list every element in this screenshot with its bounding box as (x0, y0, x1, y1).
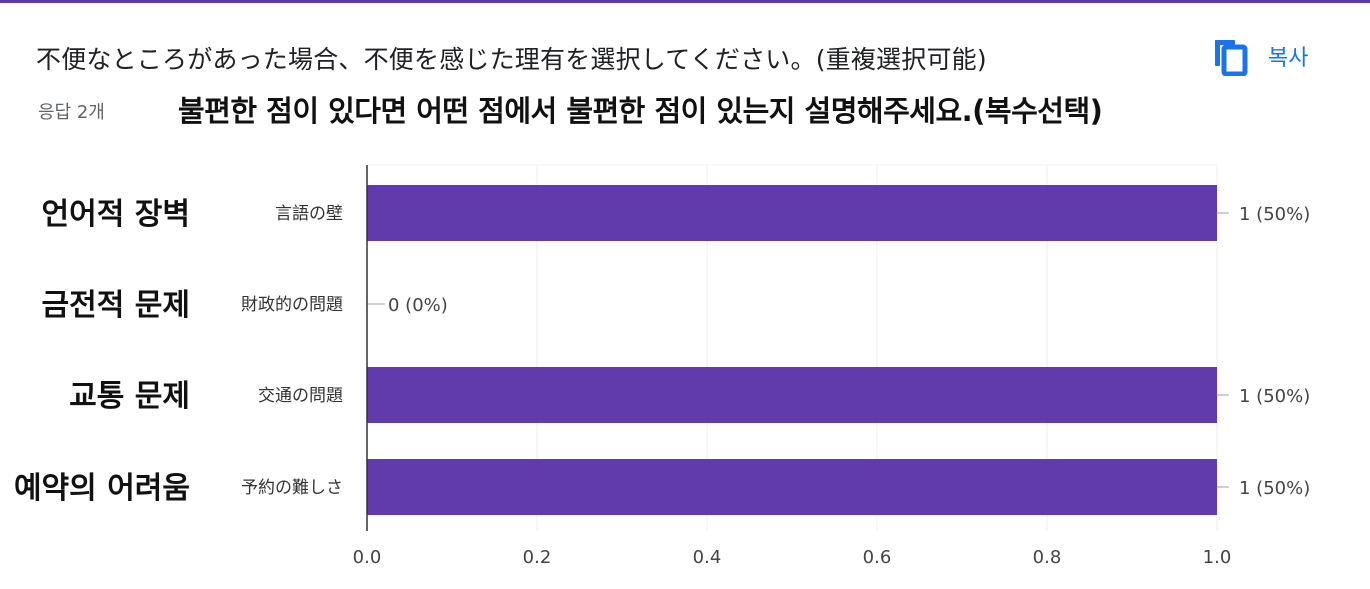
bar (367, 367, 1217, 423)
copy-button-label: 복사 (1268, 46, 1309, 71)
x-tick-label: 1.0 (1203, 547, 1232, 568)
copy-icon (1215, 40, 1248, 76)
question-title: 不便なところがあった場合、不便を感じた理有を選択してください。(重複選択可能) (36, 45, 987, 74)
category-label: 言語の壁 (275, 204, 343, 224)
category-label: 予約の難しさ (241, 478, 343, 498)
x-tick-label: 0.0 (353, 547, 382, 568)
category-label-korean: 금전적 문제 (42, 288, 190, 323)
x-tick-label: 0.2 (523, 547, 552, 568)
bar (367, 185, 1217, 241)
x-tick-label: 0.8 (1033, 547, 1062, 568)
category-label: 財政的の問題 (241, 295, 343, 315)
value-label: 1 (50%) (1239, 204, 1310, 225)
response-count: 응답 2개 (38, 102, 105, 123)
value-label: 1 (50%) (1239, 386, 1310, 407)
category-label-korean: 언어적 장벽 (42, 197, 190, 232)
top-accent-border (0, 0, 1370, 3)
bar (367, 459, 1217, 515)
overlay-title-korean: 불편한 점이 있다면 어떤 점에서 불편한 점이 있는지 설명해주세요.(복수선… (178, 94, 1103, 128)
category-label-korean: 교통 문제 (69, 379, 190, 414)
x-tick-label: 0.4 (693, 547, 722, 568)
copy-button[interactable]: 복사 (1212, 36, 1308, 76)
category-label: 交通の問題 (258, 386, 343, 406)
value-label: 1 (50%) (1239, 478, 1310, 499)
value-label: 0 (0%) (388, 295, 448, 316)
x-tick-label: 0.6 (863, 547, 892, 568)
category-label-korean: 예약의 어려움 (14, 471, 190, 506)
